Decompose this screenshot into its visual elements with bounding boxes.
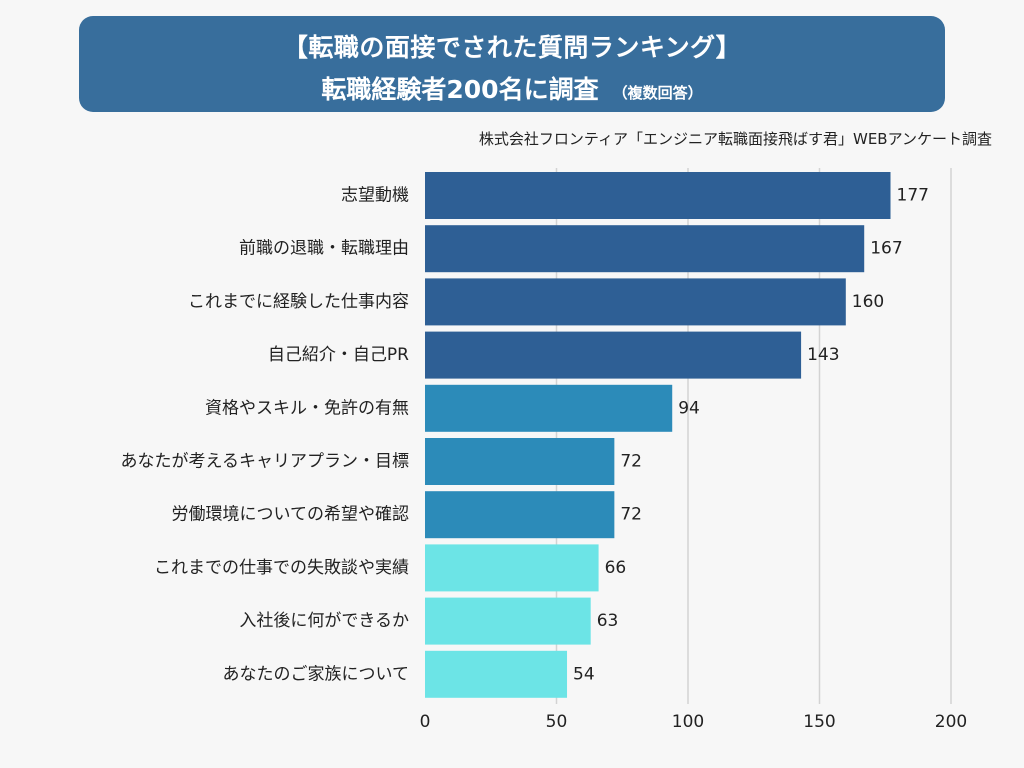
data-label-9: 63 (597, 611, 619, 631)
subtitle-note: （複数回答） (612, 84, 703, 102)
data-label-6: 72 (620, 452, 642, 472)
data-label-10: 54 (573, 664, 595, 684)
bar-7 (425, 491, 615, 539)
bar-10 (425, 650, 568, 698)
category-label-6: あなたが考えるキャリアプラン・目標 (121, 452, 410, 472)
category-label-2: 前職の退職・転職理由 (239, 239, 409, 259)
bar-9 (425, 597, 591, 645)
bar-5 (425, 384, 673, 432)
source-caption: 株式会社フロンティア「エンジニア転職面接飛ばす君」WEBアンケート調査 (478, 130, 992, 148)
data-label-5: 94 (678, 398, 700, 418)
x-tick-label-100: 100 (672, 712, 704, 732)
bar-3 (425, 278, 846, 326)
bar-1 (425, 172, 891, 219)
x-tick-label-200: 200 (935, 712, 967, 732)
category-label-7: 労働環境についての希望や確認 (172, 505, 410, 525)
category-label-5: 資格やスキル・免許の有無 (205, 398, 409, 418)
data-label-7: 72 (620, 505, 642, 525)
chart-subtitle: 転職経験者200名に調査 （複数回答） (79, 70, 945, 106)
category-label-10: あなたのご家族について (223, 664, 410, 684)
category-label-1: 志望動機 (341, 186, 409, 206)
bar-8 (425, 544, 599, 592)
bar-6 (425, 438, 615, 485)
chart-title: 【転職の面接でされた質問ランキング】 (282, 33, 742, 62)
category-label-8: これまでの仕事での失敗談や実績 (154, 558, 409, 578)
subtitle-text: 転職経験者200名に調査 (321, 75, 599, 104)
bar-4 (425, 331, 802, 379)
data-label-1: 177 (897, 186, 929, 206)
data-label-4: 143 (807, 345, 839, 365)
x-tick-label-0: 0 (420, 712, 431, 732)
data-label-2: 167 (870, 239, 902, 259)
x-tick-label-50: 50 (546, 712, 568, 732)
bar-2 (425, 225, 865, 273)
title-banner: 【転職の面接でされた質問ランキング】 転職経験者200名に調査 （複数回答） (79, 16, 945, 112)
x-tick-label-150: 150 (803, 712, 835, 732)
category-label-4: 自己紹介・自己PR (268, 345, 409, 365)
category-label-3: これまでに経験した仕事内容 (188, 292, 409, 312)
data-label-8: 66 (605, 558, 627, 578)
category-label-9: 入社後に何ができるか (239, 611, 409, 631)
data-label-3: 160 (852, 292, 884, 312)
